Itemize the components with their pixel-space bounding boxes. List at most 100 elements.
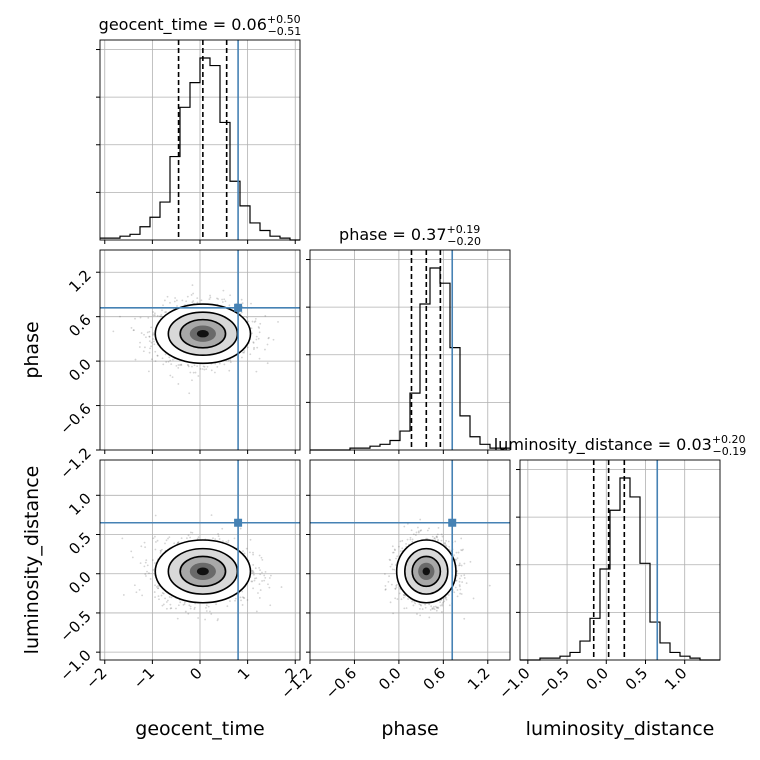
sample-point	[180, 364, 183, 366]
sample-point	[156, 539, 159, 542]
sample-point	[258, 566, 261, 569]
sample-point	[179, 601, 182, 604]
sample-point	[441, 604, 444, 607]
density-level	[422, 567, 430, 576]
sample-point	[160, 594, 163, 597]
sample-point	[233, 537, 236, 540]
sample-point	[268, 577, 271, 579]
sample-point	[252, 587, 254, 590]
sample-point	[160, 550, 162, 553]
sample-point	[252, 573, 255, 576]
sample-point	[420, 604, 423, 607]
sample-point	[188, 604, 191, 607]
sample-point	[405, 542, 407, 545]
sample-point	[462, 548, 464, 551]
sample-point	[240, 311, 243, 314]
sample-point	[183, 603, 186, 605]
sample-point	[242, 596, 245, 599]
sample-point	[241, 356, 243, 359]
title-median: luminosity_distance = 0.03	[494, 435, 712, 455]
sample-point	[166, 599, 169, 602]
sample-point	[149, 347, 151, 350]
sample-point	[389, 565, 392, 568]
sample-point	[424, 606, 427, 609]
sample-point	[411, 600, 413, 603]
sample-point	[398, 592, 401, 595]
sample-point	[175, 364, 178, 367]
sample-point	[242, 351, 244, 354]
sample-point	[148, 340, 151, 342]
sample-point	[488, 584, 491, 587]
sample-point	[160, 315, 162, 318]
sample-point	[165, 361, 168, 363]
sample-point	[264, 348, 266, 351]
sample-point	[148, 335, 151, 338]
sample-point	[133, 584, 136, 587]
sample-point	[159, 549, 162, 552]
x-tick-label: 0.0	[375, 664, 405, 694]
sample-point	[227, 359, 230, 362]
sample-point	[457, 551, 460, 554]
sample-point	[410, 529, 413, 532]
x-tick-label: −0.5	[534, 664, 572, 702]
sample-point	[447, 540, 450, 543]
sample-point	[223, 298, 226, 301]
sample-point	[167, 537, 169, 540]
sample-point	[226, 605, 229, 608]
sample-point	[164, 353, 167, 356]
sample-point	[229, 600, 231, 602]
sample-point	[384, 588, 387, 591]
sample-point	[388, 558, 391, 561]
sample-point	[428, 527, 430, 530]
sample-point	[153, 312, 156, 315]
sample-point	[441, 603, 444, 606]
sample-point	[250, 327, 253, 330]
sample-point	[414, 602, 417, 605]
sample-point	[387, 580, 390, 583]
sample-point	[430, 605, 433, 608]
sample-point	[255, 610, 258, 613]
panel-frame	[309, 249, 511, 451]
sample-point	[255, 577, 258, 579]
sample-point	[419, 518, 422, 521]
sample-point	[205, 606, 207, 609]
title-plus-error: +0.19	[447, 223, 481, 236]
sample-point	[214, 371, 216, 374]
sample-point	[404, 594, 407, 597]
sample-point	[143, 333, 145, 336]
sample-point	[152, 314, 155, 317]
sample-point	[170, 363, 173, 366]
sample-point	[437, 527, 440, 529]
sample-point	[395, 584, 398, 587]
sample-point	[415, 531, 418, 534]
sample-point	[261, 571, 263, 574]
sample-point	[264, 314, 267, 317]
sample-point	[153, 343, 156, 346]
sample-point	[414, 534, 417, 536]
sample-point	[252, 564, 255, 566]
sample-point	[146, 564, 149, 567]
sample-point	[259, 569, 261, 572]
sample-point	[150, 341, 153, 344]
sample-point	[191, 365, 193, 368]
sample-point	[208, 298, 211, 301]
sample-point	[186, 364, 189, 366]
sample-point	[441, 535, 444, 538]
sample-point	[251, 571, 254, 574]
sample-point	[217, 535, 220, 538]
sample-point	[130, 550, 133, 553]
sample-point	[394, 597, 397, 600]
sample-point	[162, 304, 164, 307]
sample-point	[241, 604, 244, 606]
sample-point	[130, 326, 133, 329]
sample-point	[472, 597, 475, 600]
sample-point	[161, 592, 164, 594]
sample-point	[176, 617, 179, 620]
sample-point	[227, 541, 229, 544]
sample-point	[456, 595, 459, 598]
sample-point	[158, 598, 160, 601]
sample-point	[416, 613, 418, 615]
sample-point	[186, 295, 189, 298]
sample-point	[189, 536, 191, 539]
sample-point	[390, 583, 393, 586]
